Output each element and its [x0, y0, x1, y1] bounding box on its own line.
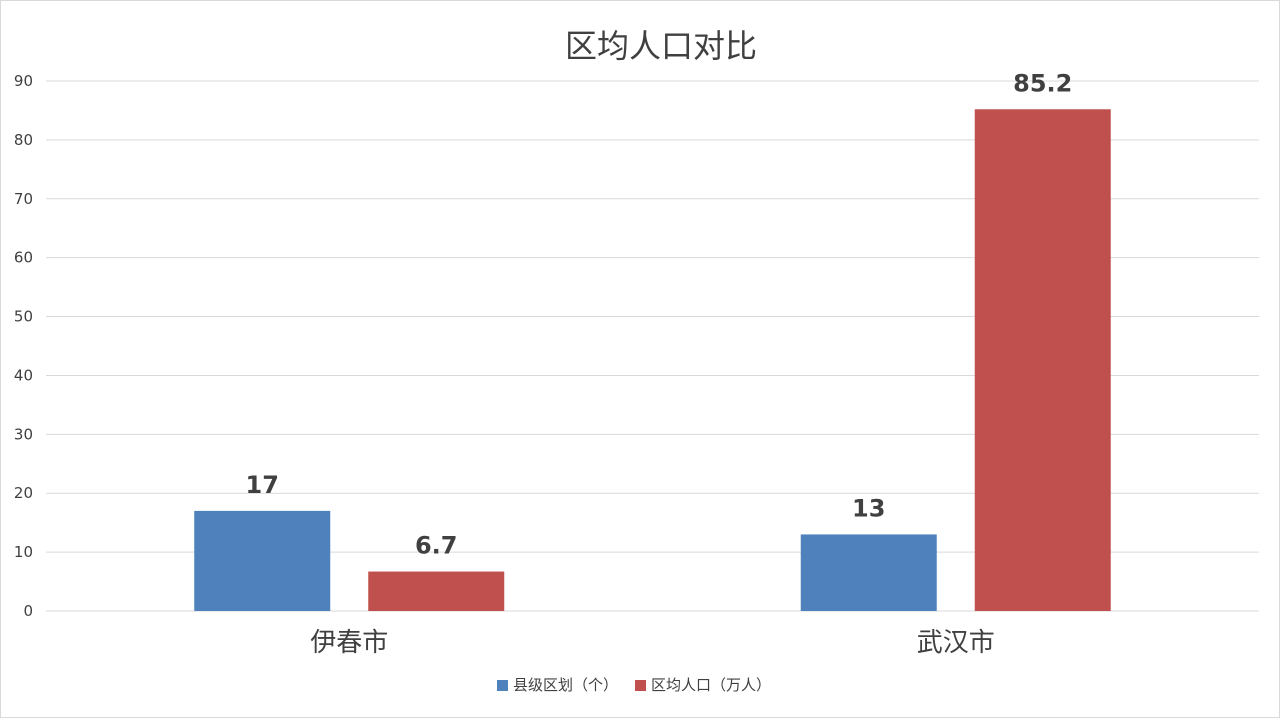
y-tick-label: 60: [14, 249, 33, 267]
category-label: 伊春市: [310, 628, 388, 658]
y-tick-label: 90: [14, 72, 33, 90]
y-axis-ticks: 0 10 20 30 40 50 60 70 80 90: [14, 72, 33, 620]
data-label: 6.7: [415, 532, 458, 560]
y-tick-label: 50: [14, 308, 33, 326]
data-label: 85.2: [1013, 69, 1072, 97]
data-label: 13: [852, 494, 885, 522]
y-tick-label: 10: [14, 543, 33, 561]
legend: 县级区划（个） 区均人口（万人）: [497, 676, 771, 694]
x-axis-categories: 伊春市 武汉市: [310, 628, 995, 658]
legend-swatch: [635, 680, 646, 691]
y-tick-label: 40: [14, 366, 33, 384]
y-tick-label: 30: [14, 425, 33, 443]
y-tick-label: 0: [23, 602, 33, 620]
category-label: 武汉市: [917, 628, 995, 658]
legend-label: 区均人口（万人）: [651, 676, 771, 694]
bars: [194, 109, 1111, 612]
chart-title: 区均人口对比: [565, 27, 757, 65]
y-tick-label: 80: [14, 131, 33, 149]
data-label: 17: [246, 471, 279, 499]
legend-swatch: [497, 680, 508, 691]
bar: [194, 510, 331, 611]
y-tick-label: 70: [14, 190, 33, 208]
bar: [800, 534, 937, 611]
bar: [974, 109, 1111, 612]
y-tick-label: 20: [14, 484, 33, 502]
legend-label: 县级区划（个）: [513, 676, 618, 694]
bar: [368, 571, 505, 611]
data-labels: 17 6.7 13 85.2: [246, 69, 1073, 559]
